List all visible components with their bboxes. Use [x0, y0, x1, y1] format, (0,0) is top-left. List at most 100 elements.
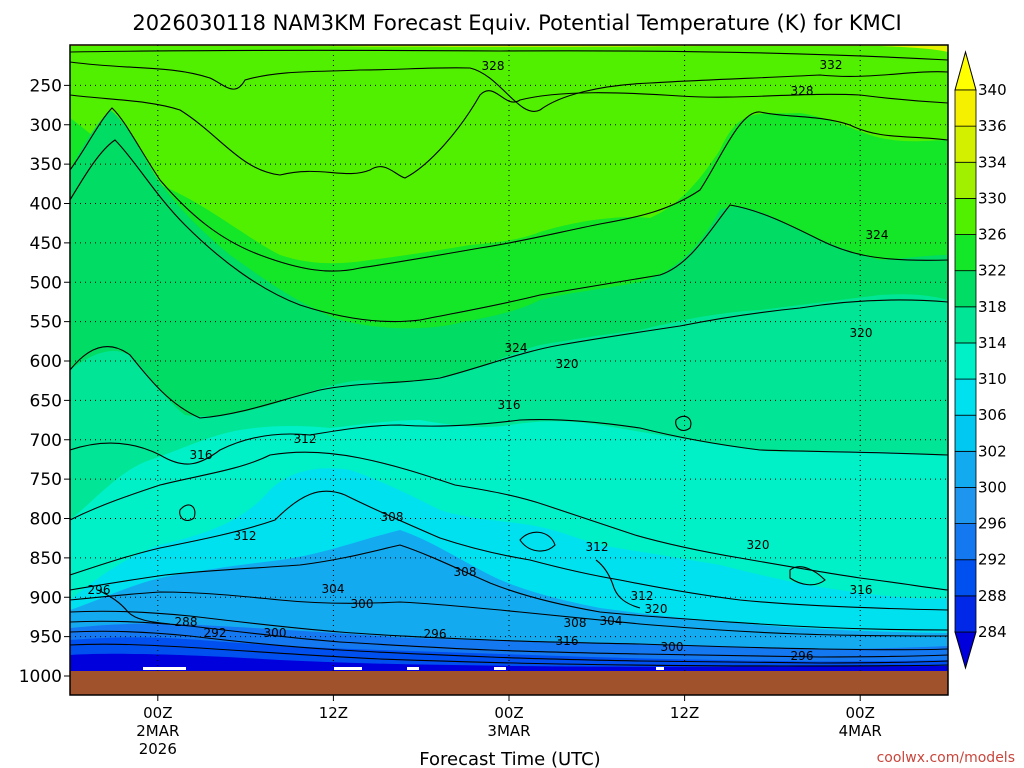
- contour-line: [70, 49, 948, 61]
- contour-label: 308: [454, 565, 477, 579]
- contour-line: [675, 415, 692, 431]
- y-tick-label: 700: [30, 431, 62, 451]
- contour-label: 320: [747, 538, 770, 552]
- y-tick-label: 300: [30, 116, 62, 136]
- contour-line: [70, 544, 948, 631]
- contour-label: 328: [791, 84, 814, 98]
- y-tick-label: 400: [30, 195, 62, 215]
- x-tick-label: 12Z: [319, 704, 348, 722]
- contour-label: 292: [204, 626, 227, 640]
- contour-label: 288: [175, 615, 198, 629]
- surface-markers: [143, 667, 664, 670]
- contour-label: 296: [424, 627, 447, 641]
- colorbar-swatch: [954, 342, 977, 380]
- colorbar-swatch: [954, 234, 977, 272]
- colorbar-swatch: [954, 270, 977, 308]
- colorbar-swatch: [954, 161, 977, 199]
- x-tick-label: 00Z: [846, 704, 875, 722]
- y-tick-label: 350: [30, 155, 62, 175]
- contour-line: [70, 107, 948, 272]
- contour-label: 312: [586, 540, 609, 554]
- contour-label: 300: [661, 640, 684, 654]
- contour-label: 320: [645, 602, 668, 616]
- contour-label: 312: [234, 529, 257, 543]
- contour-label: 320: [850, 326, 873, 340]
- colorbar-label: 296: [978, 515, 1007, 533]
- contour-label: 332: [820, 58, 843, 72]
- colorbar-label: 300: [978, 478, 1007, 496]
- x-tick-label: 2026: [139, 740, 177, 758]
- y-tick-label: 650: [30, 391, 62, 411]
- colorbar-swatch: [954, 306, 977, 344]
- contour-line: [70, 643, 948, 667]
- colorbar-label: 302: [978, 442, 1007, 460]
- contour-label: 316: [498, 398, 521, 412]
- colorbar-label: 306: [978, 406, 1007, 424]
- colorbar-arrow-bottom: [954, 631, 977, 670]
- colorbar-swatch: [954, 197, 977, 235]
- y-tick-label: 850: [30, 549, 62, 569]
- colorbar-label: 340: [978, 81, 1007, 99]
- contour-line: [789, 566, 826, 586]
- colorbar-label: 292: [978, 551, 1007, 569]
- colorbar-label: 314: [978, 334, 1007, 352]
- colorbar-swatch: [954, 414, 977, 452]
- contour-label: 316: [556, 634, 579, 648]
- contour-label: 304: [322, 582, 345, 596]
- colorbar-label: 284: [978, 623, 1007, 641]
- y-tick-label: 550: [30, 313, 62, 333]
- contour-label: 300: [264, 626, 287, 640]
- contour-line: [519, 531, 556, 552]
- contour-label: 308: [564, 616, 587, 630]
- colorbar-swatch: [954, 523, 977, 561]
- y-tick-label: 900: [30, 588, 62, 608]
- contour-label: 304: [600, 614, 623, 628]
- colorbar-label: 318: [978, 298, 1007, 316]
- contour-line: [70, 630, 948, 664]
- contour-line: [70, 61, 948, 112]
- colorbar-swatch: [954, 378, 977, 416]
- colorbar-swatch: [954, 595, 977, 633]
- contour-label: 324: [866, 228, 889, 242]
- x-tick-label: 12Z: [670, 704, 699, 722]
- contour-line: [595, 559, 641, 609]
- contour-line: [70, 610, 948, 651]
- plot-area: [70, 45, 948, 695]
- contour-label: 324: [505, 341, 528, 355]
- colorbar-label: 310: [978, 370, 1007, 388]
- colorbar-label: 330: [978, 189, 1007, 207]
- contour-line: [70, 90, 948, 179]
- x-tick-label: 4MAR: [839, 722, 882, 740]
- contour-labels: 328 332 328 324 324 320 320 316 316 312 312 308 308 3…: [88, 58, 889, 663]
- contour-line: [70, 418, 948, 465]
- y-axis: 250 300 350 400 450 500 550 600 650 700 750 800 850 9…: [19, 76, 70, 687]
- y-tick-label: 600: [30, 352, 62, 372]
- y-tick-label: 500: [30, 273, 62, 293]
- contour-line: [70, 591, 948, 637]
- contour-line: [70, 620, 948, 658]
- colorbar-label: 326: [978, 226, 1007, 244]
- y-tick-label: 450: [30, 234, 62, 254]
- colorbar-label: 334: [978, 153, 1007, 171]
- colorbar-label: 336: [978, 117, 1007, 135]
- contour-label: 320: [556, 357, 579, 371]
- colorbar-swatch: [954, 125, 977, 163]
- colorbar-swatch: [954, 450, 977, 488]
- colorbar: 284 288 292 296 300 302 306 310 314 318 322 326 330 3…: [954, 50, 1007, 670]
- ground: [70, 671, 948, 695]
- y-tick-label: 250: [30, 76, 62, 96]
- x-tick-label: 3MAR: [487, 722, 530, 740]
- contour-line: [70, 299, 948, 419]
- contour-label: 308: [381, 510, 404, 524]
- y-tick-label: 800: [30, 510, 62, 530]
- colorbar-swatch: [954, 89, 977, 127]
- contour-line: [70, 139, 948, 323]
- contour-line: [179, 504, 196, 521]
- gridlines: [70, 45, 948, 695]
- contour-label: 328: [482, 59, 505, 73]
- contour-label: 300: [351, 597, 374, 611]
- contour-label: 296: [88, 583, 111, 597]
- x-axis-label: Forecast Time (UTC): [419, 749, 600, 768]
